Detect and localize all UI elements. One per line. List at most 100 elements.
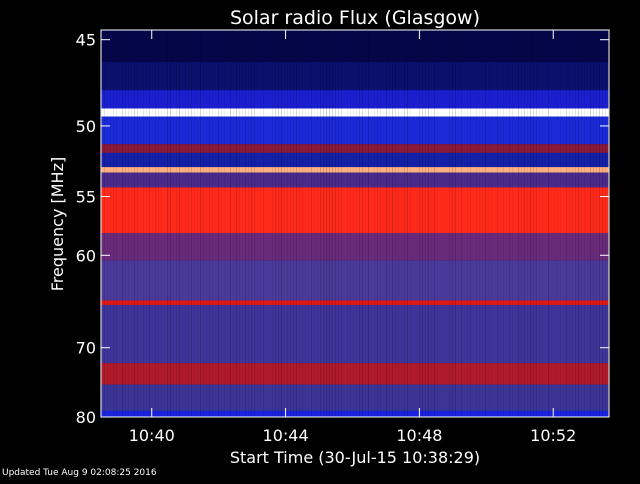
- band-2: [101, 90, 609, 109]
- texture-stripe: [308, 30, 309, 417]
- texture-stripe: [257, 30, 258, 417]
- texture-stripe: [242, 30, 243, 417]
- texture-stripe: [551, 30, 552, 417]
- texture-stripe: [335, 30, 336, 417]
- texture-stripe: [590, 30, 591, 417]
- texture-stripe: [191, 30, 192, 417]
- texture-stripe: [545, 30, 546, 417]
- texture-stripe: [503, 30, 504, 417]
- texture-stripe: [287, 30, 288, 417]
- texture-stripe: [317, 30, 318, 417]
- texture-stripe: [359, 30, 360, 417]
- band-1: [101, 62, 609, 91]
- x-tick-label: 10:44: [263, 426, 309, 445]
- texture-stripe: [122, 30, 123, 417]
- texture-stripe: [515, 30, 516, 417]
- texture-stripe: [497, 30, 498, 417]
- band-12: [101, 300, 609, 306]
- texture-stripe: [374, 30, 375, 417]
- band-9: [101, 187, 609, 233]
- texture-stripe: [245, 30, 246, 417]
- texture-stripe: [332, 30, 333, 417]
- texture-stripe: [518, 30, 519, 417]
- texture-stripe: [215, 30, 216, 417]
- texture-stripe: [563, 30, 564, 417]
- x-tick-label: 10:52: [530, 426, 576, 445]
- texture-stripe: [347, 30, 348, 417]
- texture-stripe: [233, 30, 234, 417]
- texture-stripe: [173, 30, 174, 417]
- band-0: [101, 30, 609, 63]
- texture-stripe: [218, 30, 219, 417]
- texture-stripe: [464, 30, 465, 417]
- texture-stripe: [416, 30, 417, 417]
- texture-stripe: [323, 30, 324, 417]
- texture-stripe: [452, 30, 453, 417]
- x-tick-label: 10:48: [396, 426, 442, 445]
- texture-stripe: [251, 30, 252, 417]
- y-tick-label: 55: [76, 187, 96, 206]
- plot-area: 45 50 55 60 70 80 10:40 10:44 10:48 10:52: [76, 29, 610, 445]
- texture-stripe: [557, 30, 558, 417]
- updated-timestamp: Updated Tue Aug 9 02:08:25 2016: [2, 468, 157, 478]
- texture-stripe: [341, 30, 342, 417]
- texture-stripe: [143, 30, 144, 417]
- texture-stripe: [146, 30, 147, 417]
- texture-stripe: [488, 30, 489, 417]
- texture-stripe: [404, 30, 405, 417]
- texture-stripe: [572, 30, 573, 417]
- band-11: [101, 260, 609, 301]
- texture-stripe: [413, 30, 414, 417]
- texture-stripe: [593, 30, 594, 417]
- texture-stripe: [338, 30, 339, 417]
- texture-stripe: [536, 30, 537, 417]
- texture-stripe: [203, 30, 204, 417]
- texture-stripe: [188, 30, 189, 417]
- texture-stripe: [407, 30, 408, 417]
- texture-stripe: [353, 30, 354, 417]
- texture-stripe: [275, 30, 276, 417]
- texture-stripe: [128, 30, 129, 417]
- texture-stripe: [167, 30, 168, 417]
- band-3: [101, 108, 609, 117]
- texture-stripe: [443, 30, 444, 417]
- texture-stripe: [470, 30, 471, 417]
- texture-stripe: [200, 30, 201, 417]
- texture-stripe: [602, 30, 603, 417]
- texture-stripe: [389, 30, 390, 417]
- texture-stripe: [437, 30, 438, 417]
- texture-stripe: [134, 30, 135, 417]
- texture-stripe: [104, 30, 105, 417]
- texture-stripe: [521, 30, 522, 417]
- texture-stripe: [527, 30, 528, 417]
- texture-stripe: [158, 30, 159, 417]
- texture-stripe: [266, 30, 267, 417]
- texture-stripe: [380, 30, 381, 417]
- texture-stripe: [164, 30, 165, 417]
- texture-stripe: [476, 30, 477, 417]
- texture-stripe: [371, 30, 372, 417]
- texture-stripe: [305, 30, 306, 417]
- texture-stripe: [458, 30, 459, 417]
- texture-stripe: [431, 30, 432, 417]
- texture-stripe: [596, 30, 597, 417]
- texture-stripe: [185, 30, 186, 417]
- texture-stripe: [560, 30, 561, 417]
- texture-stripe: [260, 30, 261, 417]
- band-6: [101, 152, 609, 168]
- texture-stripe: [236, 30, 237, 417]
- texture-stripe: [506, 30, 507, 417]
- texture-stripe: [170, 30, 171, 417]
- texture-stripe: [467, 30, 468, 417]
- texture-stripe: [386, 30, 387, 417]
- texture-stripe: [206, 30, 207, 417]
- texture-stripe: [194, 30, 195, 417]
- y-tick-label: 70: [76, 339, 96, 358]
- texture-stripe: [566, 30, 567, 417]
- texture-stripe: [473, 30, 474, 417]
- texture-stripe: [584, 30, 585, 417]
- x-axis-label: Start Time (30-Jul-15 10:38:29): [230, 448, 480, 467]
- texture-stripe: [449, 30, 450, 417]
- texture-stripe: [152, 30, 153, 417]
